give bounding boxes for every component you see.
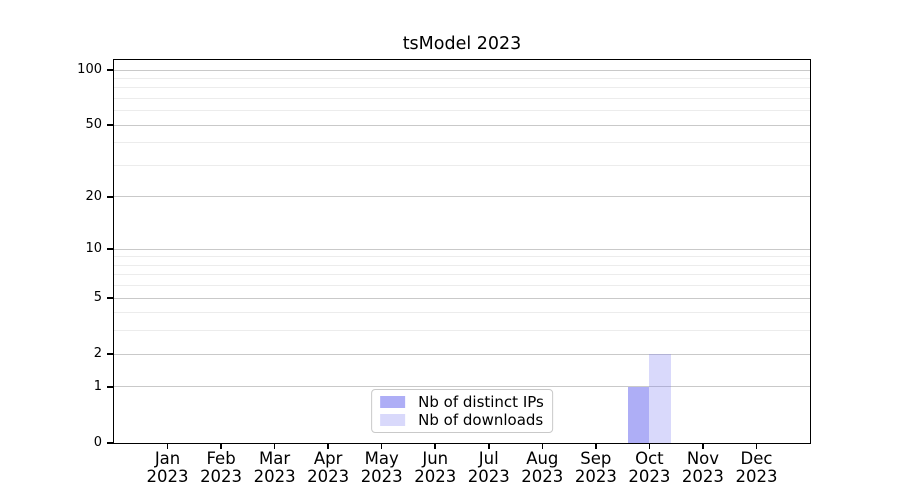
x-tick-mark [648,443,651,449]
y-tick-mark [107,353,113,355]
x-tick-mark [166,443,169,449]
x-tick-mark [755,443,758,449]
gridline-major [114,386,810,388]
gridline-minor [114,97,810,99]
x-tick-label: May 2023 [360,449,403,486]
gridline-minor [114,142,810,144]
y-tick-mark [107,442,113,444]
legend-item: Nb of downloads [380,411,544,429]
plot-area: Nb of distinct IPs Nb of downloads [113,59,811,444]
gridline-major [114,248,810,250]
gridline-minor [114,330,810,332]
gridline-minor [114,256,810,258]
x-tick-mark [220,443,222,449]
legend-swatch-icon [380,413,406,427]
gridline-major [114,196,810,198]
y-tick-label: 2 [93,346,102,362]
x-tick-mark [434,443,436,449]
x-tick-label: Apr 2023 [307,449,350,486]
y-tick-mark [107,248,113,250]
x-tick-label: Sep 2023 [574,449,617,486]
gridline-major [114,124,810,126]
x-tick-label: Mar 2023 [253,449,296,486]
legend-item: Nb of distinct IPs [380,393,544,411]
y-tick-mark [107,297,113,299]
y-tick-mark [107,124,113,126]
gridline-minor [114,87,810,89]
gridline-minor [114,164,810,166]
y-tick-label: 50 [85,117,102,133]
x-tick-label: Jun 2023 [414,449,457,486]
chart-title: tsModel 2023 [402,34,522,54]
x-tick-label: Dec 2023 [735,449,778,486]
gridline-minor [114,110,810,112]
y-tick-label: 1 [93,378,102,394]
bar-nb-of-distinct-ips-oct [627,386,650,443]
x-tick-mark [595,443,597,449]
legend-label: Nb of distinct IPs [418,393,544,411]
x-tick-mark [327,443,329,449]
x-tick-label: Aug 2023 [521,449,564,486]
legend-label: Nb of downloads [418,411,544,429]
y-tick-label: 0 [93,435,102,450]
y-tick-label: 100 [77,62,102,77]
gridline-major [114,297,810,299]
y-tick-mark [107,386,113,388]
x-tick-label: Nov 2023 [681,449,724,486]
gridline-major [114,353,810,355]
gridline-minor [114,285,810,287]
y-tick-mark [107,69,113,71]
x-tick-label: Feb 2023 [200,449,243,486]
y-tick-mark [107,196,113,198]
bar-nb-of-downloads-oct [649,354,671,443]
legend-swatch-icon [380,395,406,409]
x-tick-mark [273,443,276,449]
gridline-major [114,69,810,71]
y-tick-label: 5 [93,290,102,306]
x-tick-label: Jan 2023 [146,449,189,486]
x-tick-mark [541,443,544,449]
gridline-minor [114,264,810,266]
y-tick-label: 20 [85,188,102,204]
x-tick-mark [380,443,383,449]
y-tick-label: 10 [85,241,102,257]
gridline-minor [114,274,810,276]
x-tick-mark [488,443,490,449]
gridline-minor [114,312,810,314]
legend: Nb of distinct IPs Nb of downloads [371,389,553,433]
x-tick-mark [702,443,704,449]
gridline-minor [114,77,810,79]
x-tick-label: Oct 2023 [628,449,671,486]
x-tick-label: Jul 2023 [467,449,510,486]
